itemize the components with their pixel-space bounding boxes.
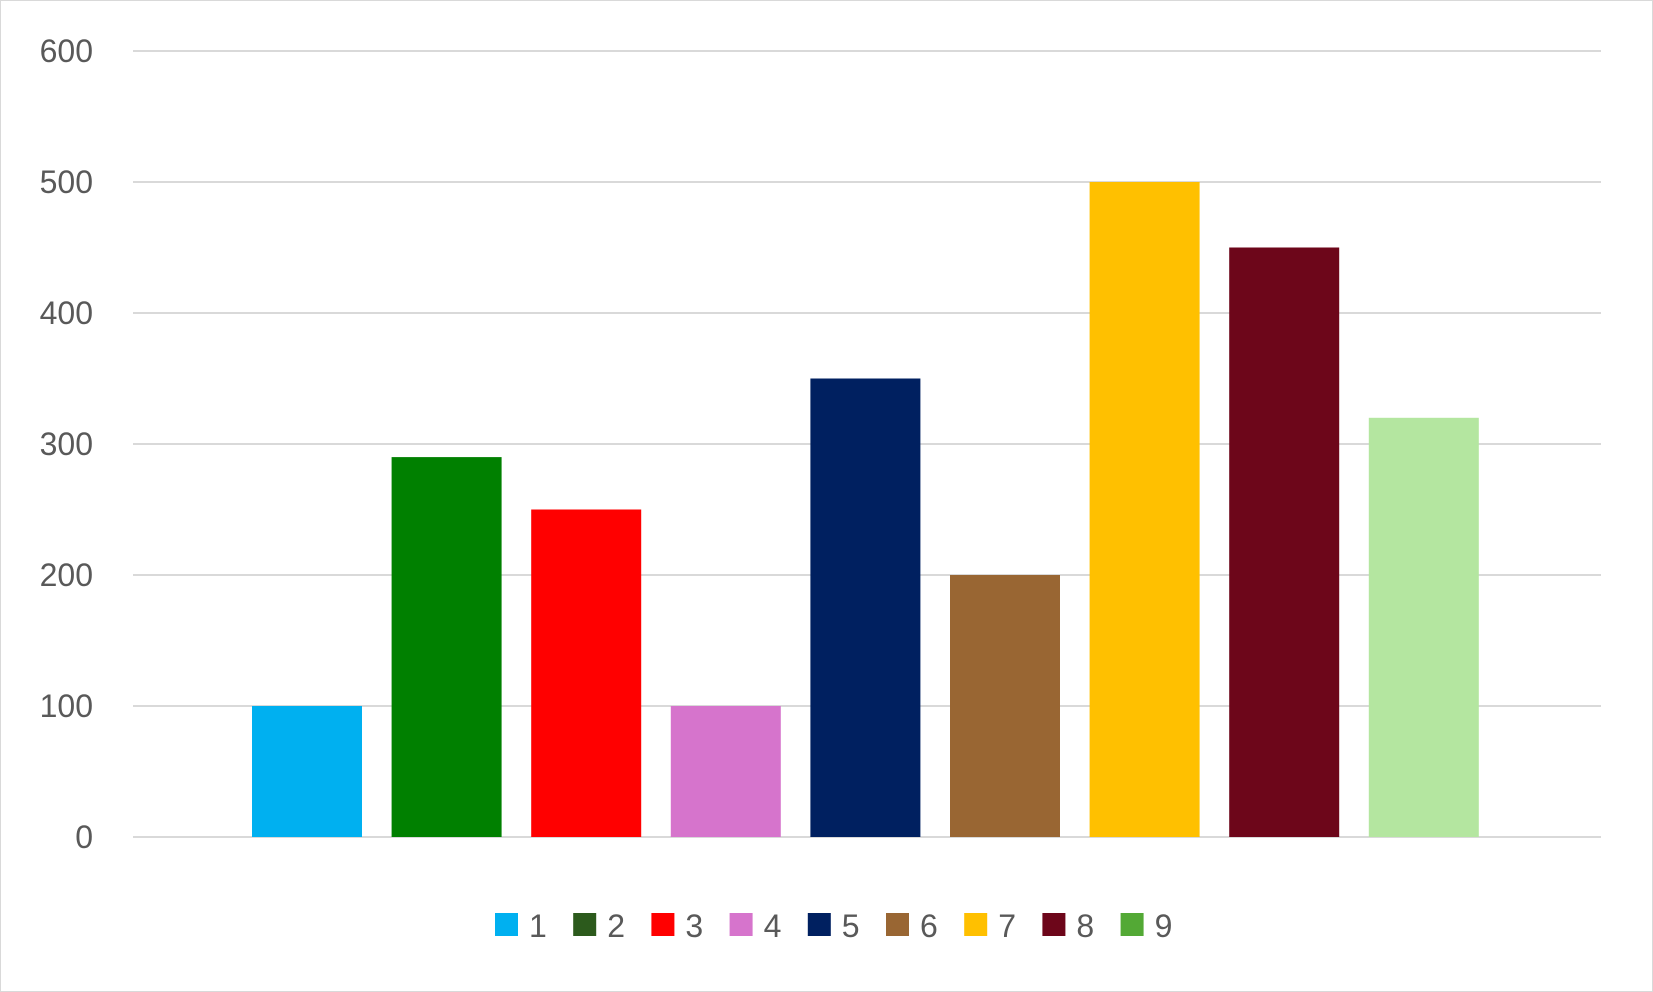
bar-5 [810, 378, 921, 837]
legend-swatch-3 [651, 913, 675, 936]
bar-4 [670, 706, 781, 837]
legend-label-2: 2 [607, 908, 625, 944]
legend-label-5: 5 [842, 908, 860, 944]
legend-swatch-9 [1120, 913, 1144, 936]
legend-swatch-7 [964, 913, 988, 936]
legend-swatch-5 [807, 913, 831, 936]
legend-label-9: 9 [1155, 908, 1173, 944]
y-tick-label: 0 [75, 819, 93, 855]
y-tick-label: 600 [40, 33, 93, 69]
bar-1 [252, 706, 362, 837]
bar-9 [1368, 417, 1479, 837]
y-tick-label: 400 [40, 295, 93, 331]
legend-swatch-6 [886, 913, 909, 936]
legend: 1 2 3 4 5 6 7 8 9 [495, 908, 1172, 944]
bar-8 [1229, 247, 1340, 837]
legend-label-1: 1 [529, 908, 547, 944]
bars [252, 182, 1479, 837]
y-tick-label: 300 [40, 426, 93, 462]
y-tick-label: 500 [40, 164, 93, 200]
legend-label-6: 6 [920, 908, 938, 944]
legend-label-3: 3 [685, 908, 703, 944]
bar-2 [391, 457, 502, 837]
y-axis-tick-labels: 0 100 200 300 400 500 600 [40, 33, 93, 855]
y-tick-label: 100 [40, 688, 93, 724]
legend-swatch-8 [1042, 913, 1066, 936]
legend-label-7: 7 [998, 908, 1016, 944]
bar-3 [531, 509, 642, 837]
y-tick-label: 200 [40, 557, 93, 593]
legend-label-8: 8 [1076, 908, 1094, 944]
legend-swatch-4 [729, 913, 753, 936]
bar-7 [1089, 182, 1200, 837]
legend-swatch-1 [495, 913, 518, 936]
bar-6 [950, 575, 1060, 837]
legend-swatch-2 [573, 913, 597, 936]
legend-label-4: 4 [764, 908, 782, 944]
